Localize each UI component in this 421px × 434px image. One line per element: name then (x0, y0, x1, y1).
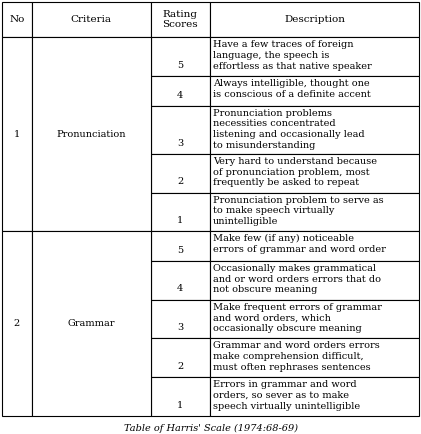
Text: 3: 3 (177, 323, 184, 332)
Text: 4: 4 (177, 91, 184, 99)
Text: Grammar and word orders errors
make comprehension difficult,
must often rephrase: Grammar and word orders errors make comp… (213, 342, 380, 372)
Text: Always intelligible, thought one
is conscious of a definite accent: Always intelligible, thought one is cons… (213, 79, 371, 99)
Bar (2, 231, 32, 416)
Text: Have a few traces of foreign
language, the speech is
effortless as that native s: Have a few traces of foreign language, t… (213, 40, 372, 71)
Bar (2, 37, 32, 231)
Bar (151, 261, 210, 299)
Text: No: No (9, 15, 24, 24)
Bar (210, 37, 419, 76)
Text: Criteria: Criteria (71, 15, 112, 24)
Text: Rating
Scores: Rating Scores (163, 10, 198, 30)
Text: 2: 2 (177, 178, 184, 187)
Text: Make few (if any) noticeable
errors of grammar and word order: Make few (if any) noticeable errors of g… (213, 234, 386, 254)
Bar (210, 2, 419, 37)
Bar (210, 193, 419, 231)
Bar (210, 377, 419, 416)
Bar (210, 339, 419, 377)
Text: 5: 5 (177, 61, 184, 70)
Bar (210, 154, 419, 193)
Bar (151, 76, 210, 105)
Text: Pronunciation problems
necessities concentrated
listening and occasionally lead
: Pronunciation problems necessities conce… (213, 108, 365, 150)
Bar (151, 377, 210, 416)
Bar (151, 339, 210, 377)
Bar (210, 299, 419, 339)
Bar (210, 261, 419, 299)
Bar (32, 37, 151, 231)
Bar (151, 2, 210, 37)
Bar (210, 105, 419, 154)
Bar (151, 299, 210, 339)
Text: 2: 2 (14, 319, 20, 328)
Text: Description: Description (284, 15, 345, 24)
Text: Errors in grammar and word
orders, so sever as to make
speech virtually unintell: Errors in grammar and word orders, so se… (213, 380, 360, 411)
Bar (32, 2, 151, 37)
Bar (151, 37, 210, 76)
Text: 1: 1 (14, 130, 20, 139)
Text: Make frequent errors of grammar
and word orders, which
occasionally obscure mean: Make frequent errors of grammar and word… (213, 302, 382, 333)
Text: Table of Harris' Scale (1974:68-69): Table of Harris' Scale (1974:68-69) (123, 424, 298, 433)
Text: 5: 5 (177, 246, 184, 255)
Text: 3: 3 (177, 138, 184, 148)
Text: 4: 4 (177, 285, 184, 293)
Text: 1: 1 (177, 401, 184, 410)
Bar (151, 105, 210, 154)
Bar (151, 231, 210, 261)
Text: 1: 1 (177, 216, 184, 225)
Bar (151, 154, 210, 193)
Text: Pronunciation problem to serve as
to make speech virtually
unintelligible: Pronunciation problem to serve as to mak… (213, 196, 384, 226)
Text: Very hard to understand because
of pronunciation problem, most
frequently be ask: Very hard to understand because of pronu… (213, 157, 377, 187)
Text: Grammar: Grammar (67, 319, 115, 328)
Bar (32, 231, 151, 416)
Text: 2: 2 (177, 362, 184, 371)
Bar (151, 193, 210, 231)
Bar (210, 76, 419, 105)
Text: Occasionally makes grammatical
and or word orders errors that do
not obscure mea: Occasionally makes grammatical and or wo… (213, 264, 381, 294)
Bar (210, 231, 419, 261)
Bar (2, 2, 32, 37)
Text: Pronunciation: Pronunciation (56, 130, 126, 139)
